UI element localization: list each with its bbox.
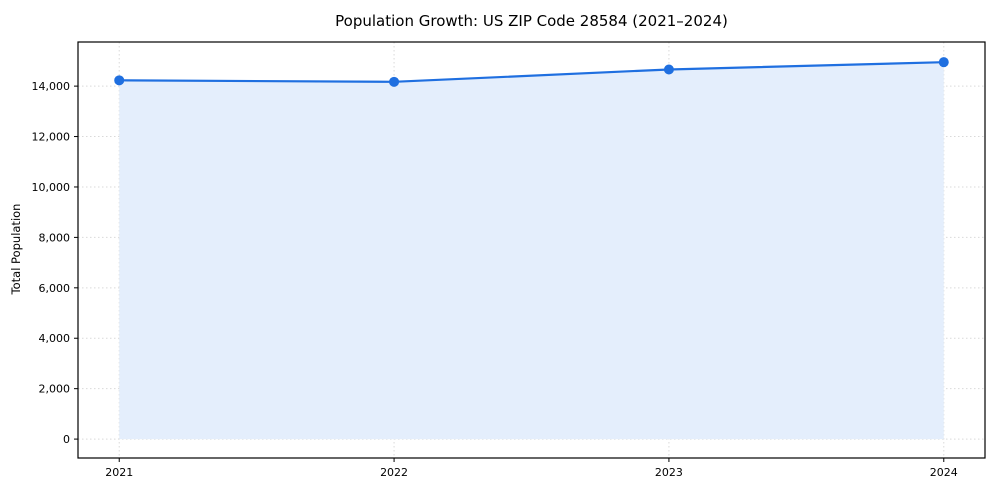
y-tick-label: 8,000: [39, 231, 71, 244]
x-tick-label: 2023: [655, 466, 683, 479]
data-point: [663, 64, 674, 75]
data-point: [114, 75, 125, 86]
x-tick-label: 2024: [930, 466, 958, 479]
x-tick-label: 2021: [105, 466, 133, 479]
y-tick-label: 10,000: [32, 181, 71, 194]
data-point: [938, 57, 949, 68]
y-tick-label: 2,000: [39, 383, 71, 396]
chart-title: Population Growth: US ZIP Code 28584 (20…: [335, 12, 728, 30]
area-fill: [119, 62, 944, 440]
y-tick-label: 4,000: [39, 332, 71, 345]
data-point: [389, 76, 400, 87]
data-line: [118, 61, 945, 83]
axes-box: [77, 41, 986, 459]
y-tick-label: 12,000: [32, 131, 71, 144]
y-tick-label: 6,000: [39, 282, 71, 295]
y-tick-label: 14,000: [32, 80, 71, 93]
x-tick-label: 2022: [380, 466, 408, 479]
y-tick-label: 0: [63, 433, 70, 446]
